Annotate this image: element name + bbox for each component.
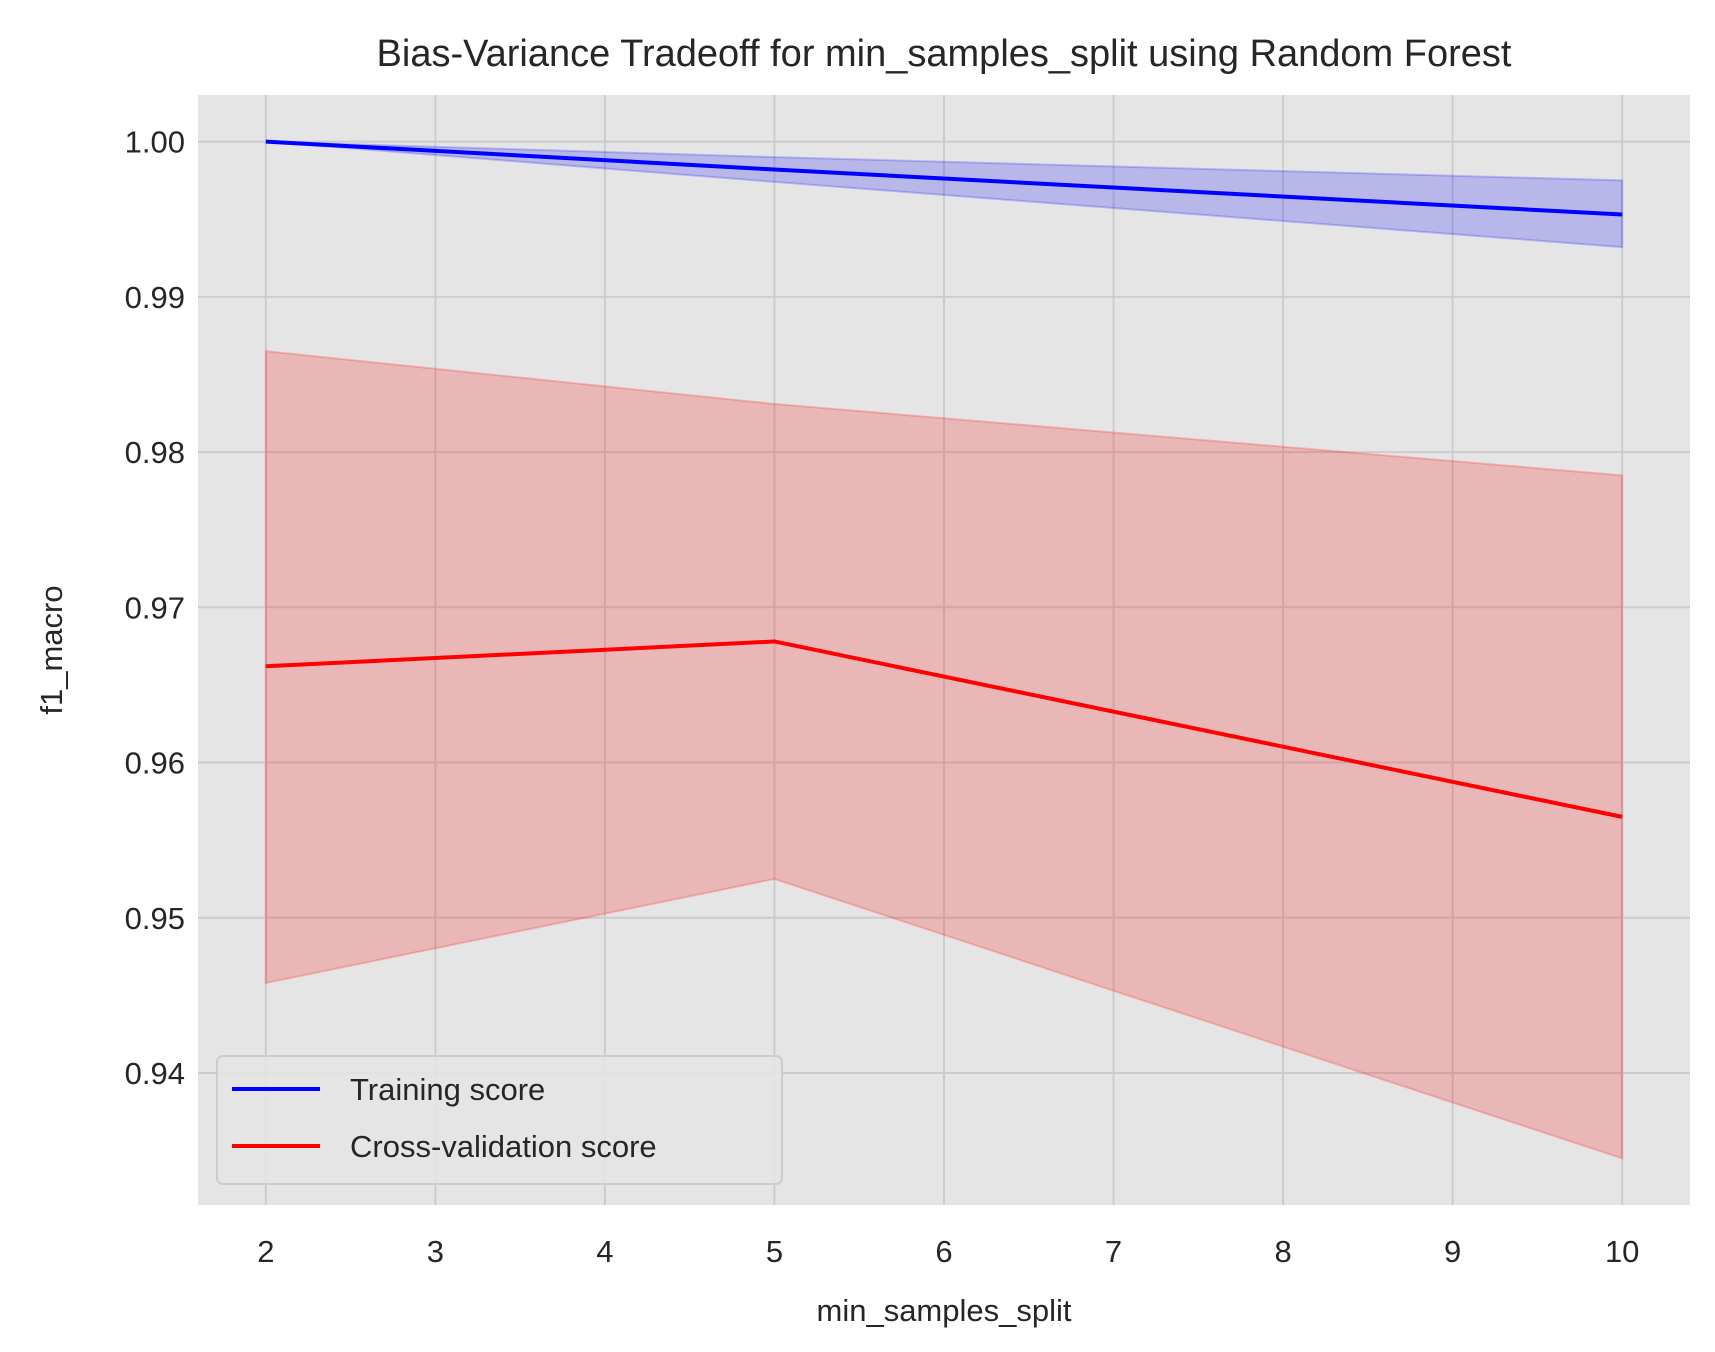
series-line-training — [265, 139, 1623, 217]
x-tick-label: 2 — [257, 1234, 274, 1269]
x-tick-label: 3 — [427, 1234, 444, 1269]
y-tick-label: 1.00 — [125, 125, 185, 160]
chart-title: Bias-Variance Tradeoff for min_samples_s… — [377, 33, 1512, 75]
y-tick-label: 0.99 — [125, 280, 185, 315]
y-tick-label: 0.97 — [125, 590, 185, 625]
y-tick-label: 0.98 — [125, 435, 185, 470]
x-axis-label: min_samples_split — [817, 1293, 1072, 1328]
y-tick-label: 0.96 — [125, 746, 185, 781]
y-tick-labels: 0.94 0.95 0.96 0.97 0.98 0.99 1.00 — [125, 125, 185, 1091]
x-tick-label: 4 — [596, 1234, 613, 1269]
x-tick-label: 9 — [1444, 1234, 1461, 1269]
grid — [198, 95, 1690, 1205]
legend-box — [216, 1055, 783, 1185]
series-lines — [265, 139, 1623, 819]
x-tick-label: 6 — [935, 1234, 952, 1269]
series-line-cross-validation — [265, 639, 1623, 819]
x-tick-label: 7 — [1105, 1234, 1122, 1269]
y-axis-label: f1_macro — [34, 585, 69, 714]
legend-label-cross-validation: Cross-validation score — [350, 1129, 657, 1164]
std-band-cross-validation — [264, 350, 1624, 1160]
x-tick-label: 8 — [1274, 1234, 1291, 1269]
legend-label-training: Training score — [350, 1072, 545, 1107]
y-tick-label: 0.94 — [125, 1056, 185, 1091]
x-tick-label: 5 — [766, 1234, 783, 1269]
legend: Training score Cross-validation score — [216, 1055, 783, 1185]
x-tick-labels: 2 3 4 5 6 7 8 9 10 — [257, 1234, 1639, 1269]
x-tick-label: 10 — [1605, 1234, 1639, 1269]
y-tick-label: 0.95 — [125, 901, 185, 936]
